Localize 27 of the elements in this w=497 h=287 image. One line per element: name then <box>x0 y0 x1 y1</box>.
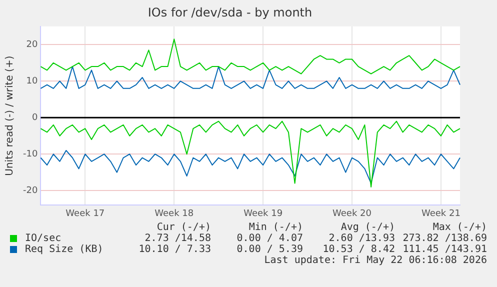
x-tick-label: Week 21 <box>421 208 460 219</box>
text: Last update: Fri May 22 06:16:08 2026 <box>263 255 487 266</box>
y-tick-label: 20 <box>26 40 38 50</box>
y-tick-label: -20 <box>22 186 38 196</box>
x-tick-label: Week 19 <box>244 208 283 219</box>
x-tick-label: Week 18 <box>154 208 194 219</box>
text: Min (-/+) <box>248 222 303 233</box>
legend-label: IO/sec <box>25 233 62 244</box>
y-tick-label: -10 <box>22 149 38 160</box>
y-axis-title: Units read (-) / write (+) <box>4 56 16 176</box>
text: Cur (-/+) <box>156 222 211 233</box>
y-tick-label: 10 <box>26 76 38 86</box>
text: 10.10 / 7.33 <box>138 244 211 255</box>
x-tick-label: Week 17 <box>66 208 105 219</box>
chart-title: IOs for /dev/sda - by month <box>148 5 312 20</box>
text: 2.73 /14.58 <box>144 233 211 244</box>
text: 0.00 / 5.39 <box>236 244 303 255</box>
legend-label: Req Size (KB) <box>25 244 104 255</box>
text: 2.60 /13.93 <box>328 233 395 244</box>
text: 273.82 /138.69 <box>402 233 487 244</box>
text: 111.45 /143.91 <box>402 244 487 255</box>
text: Avg (-/+) <box>340 222 395 233</box>
text: Max (-/+) <box>432 222 487 233</box>
text: 0.00 / 4.07 <box>236 233 303 244</box>
y-tick-label: 0 <box>32 112 38 123</box>
x-tick-label: Week 20 <box>332 208 372 219</box>
text: 10.53 / 8.42 <box>322 244 395 255</box>
